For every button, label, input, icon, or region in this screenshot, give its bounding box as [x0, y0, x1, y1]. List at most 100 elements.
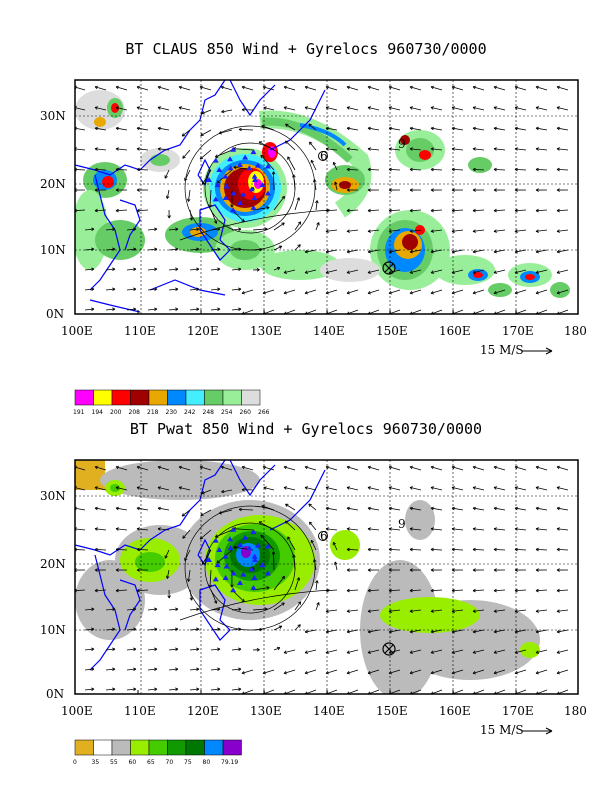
- wind-vector-head: [388, 290, 393, 295]
- wind-vector-head: [409, 670, 414, 675]
- wind-vector: [209, 569, 212, 588]
- wind-vector: [75, 127, 86, 131]
- wind-vector: [157, 127, 170, 131]
- wind-vector: [136, 466, 149, 471]
- gyre-track-triangle: [223, 183, 230, 189]
- wind-vector-head: [136, 506, 140, 511]
- panel2-lon-axis: 100E 110E 120E 130E 140E 150E 160E 170E 180: [61, 690, 587, 718]
- wind-vector-head: [238, 307, 242, 312]
- wind-vector-head: [136, 465, 141, 470]
- wind-vector-head: [297, 601, 302, 605]
- wind-vector: [304, 249, 317, 253]
- wind-vector: [472, 589, 485, 592]
- wind-vector: [147, 268, 158, 271]
- lon-tick-label: 130E: [250, 704, 282, 718]
- gyre-track-triangle: [212, 576, 219, 582]
- wind-vector-head: [430, 568, 434, 572]
- wind-vector-head: [472, 290, 477, 295]
- wind-vector-head: [409, 547, 413, 552]
- wind-vector-head: [367, 85, 372, 90]
- wind-vector: [304, 649, 317, 654]
- wind-vector: [451, 229, 464, 232]
- wind-vector: [409, 629, 422, 633]
- wind-vector: [200, 509, 212, 516]
- wind-vector-head: [133, 287, 137, 292]
- wind-vector: [115, 549, 128, 551]
- wind-vector-head: [493, 527, 497, 531]
- wind-vector-head: [199, 465, 204, 470]
- wind-vector-head: [133, 627, 137, 632]
- wind-vector: [221, 489, 233, 493]
- wind-vector: [346, 649, 359, 654]
- lon-tick-label: 170E: [502, 324, 534, 338]
- wind-vector: [313, 559, 317, 571]
- wind-vector: [451, 127, 464, 131]
- wind-vector-head: [472, 126, 476, 131]
- wind-vector: [451, 609, 464, 612]
- wind-vector-head: [238, 607, 242, 612]
- wind-vector-head: [94, 527, 98, 531]
- wind-vector-head: [217, 647, 221, 652]
- wind-vector-head: [409, 167, 413, 172]
- wind-vector: [283, 649, 296, 654]
- wind-vector-head: [136, 147, 140, 151]
- colorbar-label: 200: [110, 409, 122, 416]
- wind-vector: [136, 507, 149, 511]
- wind-vector: [535, 629, 548, 633]
- wind-vector-head: [367, 106, 371, 110]
- wind-vector: [535, 609, 548, 612]
- wind-vector: [514, 209, 527, 212]
- wind-vector-head: [136, 547, 140, 552]
- panel2-lat-axis: 30N 20N 10N 0N: [40, 489, 66, 701]
- wind-vector: [535, 229, 548, 232]
- gyre-track-triangle: [230, 570, 237, 576]
- wind-vector: [535, 169, 548, 171]
- wind-vector: [346, 549, 359, 551]
- colorbar-swatch: [148, 389, 168, 406]
- wind-vector: [136, 528, 149, 531]
- wind-vector: [472, 549, 485, 551]
- wind-vector: [189, 248, 200, 251]
- lon-tick-label: 150E: [376, 704, 408, 718]
- wind-vector-head: [181, 133, 186, 137]
- lon-tick-label: 170E: [502, 704, 534, 718]
- wind-vector: [105, 628, 116, 631]
- colorbar-label: 60: [129, 759, 137, 766]
- gyre-track-triangle: [237, 162, 243, 167]
- wind-vector: [126, 628, 137, 631]
- wind-vector: [493, 649, 506, 654]
- wind-vector: [388, 487, 401, 491]
- wind-vector-head: [556, 208, 560, 213]
- wind-vector-head: [493, 568, 497, 572]
- wind-vector-head: [451, 588, 455, 593]
- wind-vector: [309, 521, 317, 531]
- wind-vector-head: [409, 588, 413, 593]
- wind-vector: [294, 221, 302, 231]
- wind-vector: [308, 503, 317, 511]
- wind-vector: [325, 289, 338, 294]
- wind-vector-head: [346, 229, 350, 233]
- wind-vector-head: [451, 609, 455, 613]
- wind-vector: [136, 148, 149, 151]
- wind-vector-head: [94, 465, 99, 470]
- wind-vector: [493, 609, 506, 612]
- wind-vector: [115, 209, 128, 212]
- colorbar-swatch: [111, 389, 131, 406]
- wind-vector: [409, 86, 422, 91]
- wind-vector-head: [94, 506, 98, 511]
- wind-vector-head: [535, 629, 539, 634]
- wind-vector-head: [430, 167, 434, 172]
- wind-vector-head: [196, 687, 200, 692]
- wind-vector: [472, 649, 485, 654]
- wind-vector: [294, 577, 300, 591]
- wind-vector-head: [493, 270, 498, 274]
- wind-vector-head: [262, 85, 267, 90]
- wind-vector: [220, 466, 233, 471]
- wind-vector-head: [556, 629, 560, 634]
- svg-text:6: 6: [320, 149, 328, 163]
- wind-vector-head: [367, 506, 371, 511]
- wind-vector-head: [217, 667, 221, 672]
- wind-vector-head: [284, 520, 289, 524]
- wind-vector-head: [367, 650, 372, 654]
- wind-vector: [178, 466, 191, 471]
